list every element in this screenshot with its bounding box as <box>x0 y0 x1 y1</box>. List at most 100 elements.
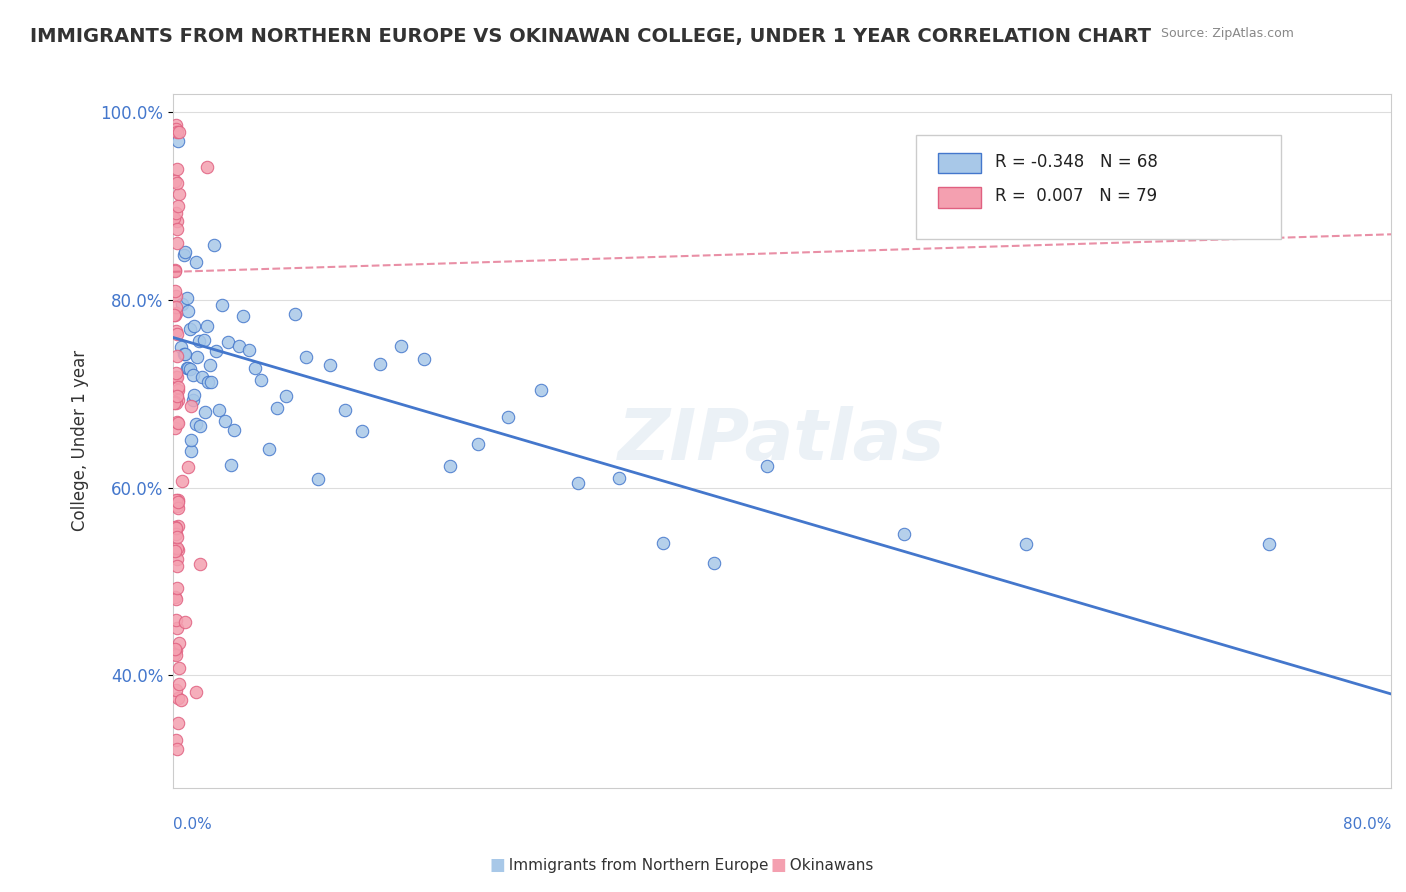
Point <box>190 557 212 571</box>
Point <box>163 211 186 226</box>
Point <box>180 443 202 458</box>
Point <box>172 296 194 310</box>
Point <box>180 399 202 413</box>
Point <box>181 368 204 382</box>
Text: IMMIGRANTS FROM NORTHERN EUROPE VS OKINAWAN COLLEGE, UNDER 1 YEAR CORRELATION CH: IMMIGRANTS FROM NORTHERN EUROPE VS OKINA… <box>30 27 1152 45</box>
Point <box>165 544 187 558</box>
Point <box>607 471 630 485</box>
Point <box>183 388 205 402</box>
FancyBboxPatch shape <box>938 153 980 173</box>
Point <box>166 541 188 555</box>
Point <box>174 615 197 629</box>
Point <box>250 373 273 387</box>
Point <box>166 235 188 250</box>
Text: ZIPatlas: ZIPatlas <box>619 406 946 475</box>
Point <box>173 347 195 361</box>
Point <box>170 341 193 355</box>
Point <box>467 437 489 451</box>
Point <box>257 442 280 456</box>
Point <box>195 161 218 175</box>
Point <box>188 334 211 349</box>
Point <box>166 741 188 756</box>
Point <box>368 357 391 371</box>
Point <box>413 351 436 366</box>
Point <box>284 307 307 321</box>
Point <box>163 309 186 323</box>
Point <box>163 396 186 410</box>
Point <box>166 492 188 507</box>
Point <box>163 647 186 661</box>
Point <box>166 499 188 513</box>
Point <box>163 309 186 323</box>
Point <box>166 416 188 430</box>
Point <box>1258 537 1281 551</box>
Point <box>167 379 190 393</box>
Point <box>439 458 461 473</box>
Point <box>166 559 188 574</box>
Point <box>567 475 589 490</box>
Point <box>214 414 236 428</box>
Point <box>165 288 187 302</box>
Point <box>307 472 329 486</box>
Point <box>166 715 188 730</box>
Point <box>167 125 190 139</box>
Point <box>166 214 188 228</box>
Point <box>165 206 187 220</box>
Point <box>165 122 187 136</box>
Point <box>333 402 356 417</box>
Point <box>165 492 187 507</box>
Text: ■: ■ <box>770 855 786 873</box>
Point <box>166 388 188 402</box>
Point <box>183 319 205 334</box>
Point <box>167 186 190 201</box>
Point <box>200 376 222 390</box>
Point <box>294 350 316 364</box>
Point <box>181 393 204 408</box>
Point <box>166 542 188 557</box>
Point <box>166 370 188 384</box>
Point <box>176 291 198 305</box>
Point <box>177 460 200 475</box>
Point <box>165 421 187 435</box>
Point <box>166 349 188 363</box>
Point <box>165 324 187 338</box>
Point <box>179 322 201 336</box>
Point <box>166 161 188 176</box>
Point <box>167 636 190 650</box>
Point <box>228 338 250 352</box>
Point <box>166 591 188 606</box>
Point <box>166 551 188 566</box>
Point <box>166 621 188 635</box>
Point <box>219 458 242 472</box>
Point <box>211 298 233 312</box>
Point <box>186 351 208 365</box>
Point <box>165 648 187 663</box>
Point <box>893 527 915 541</box>
Point <box>180 433 202 447</box>
Text: 80.0%: 80.0% <box>1343 817 1391 832</box>
Point <box>194 404 217 418</box>
Point <box>166 690 188 705</box>
Point <box>755 458 778 473</box>
Point <box>165 306 187 320</box>
Point <box>652 536 675 550</box>
Point <box>165 366 187 380</box>
Point <box>319 358 342 372</box>
Point <box>165 264 187 278</box>
FancyBboxPatch shape <box>915 136 1281 239</box>
Point <box>167 676 190 690</box>
Point <box>238 343 260 358</box>
Point <box>167 501 190 516</box>
Point <box>193 333 215 347</box>
Point <box>245 361 267 376</box>
Point <box>198 358 221 372</box>
Y-axis label: College, Under 1 year: College, Under 1 year <box>72 350 89 532</box>
Point <box>166 222 188 236</box>
Point <box>166 393 188 408</box>
Point <box>197 375 219 389</box>
Point <box>163 284 186 298</box>
Point <box>166 177 188 191</box>
Point <box>530 384 553 398</box>
Point <box>166 582 188 596</box>
Point <box>266 401 288 416</box>
